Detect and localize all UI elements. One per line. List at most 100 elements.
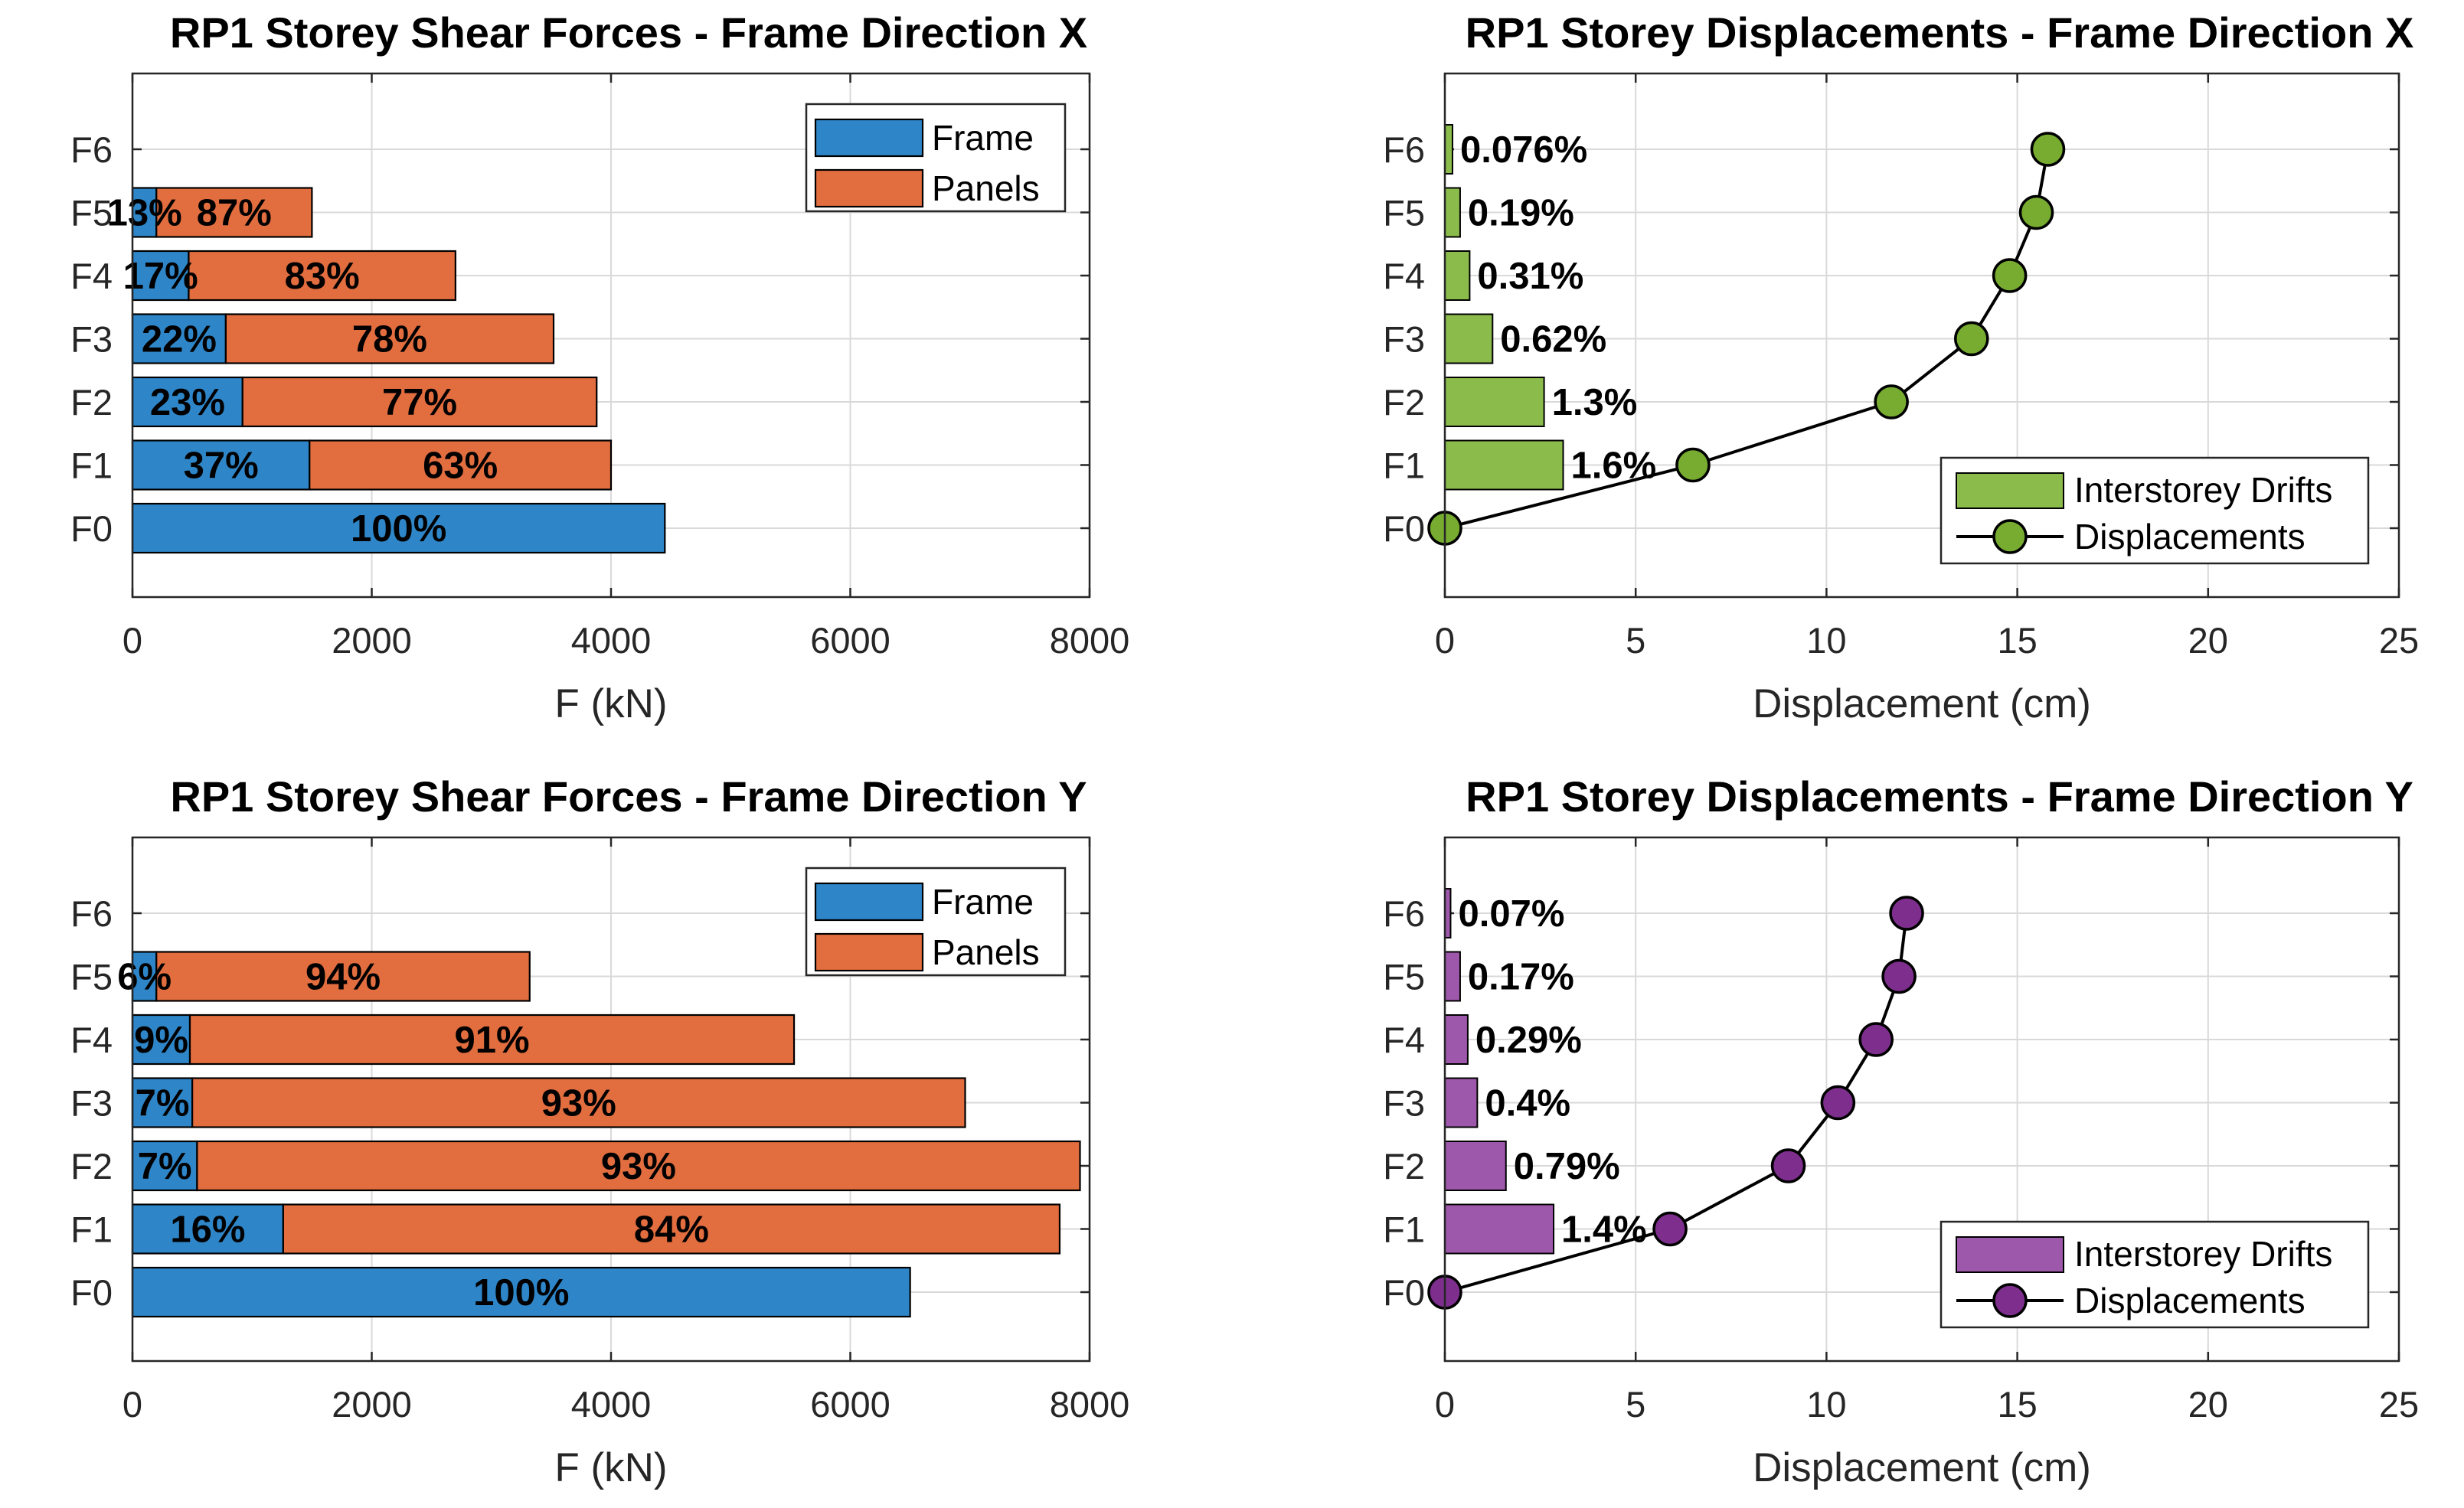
displacement-point [1770,1148,1806,1183]
displacement-y-chart: RP1 Storey Displacements - Frame Directi… [1383,772,2419,1490]
x-tick-label: 25 [2379,1384,2419,1425]
drift-bar [1444,439,1564,491]
drift-bar [1444,1014,1469,1065]
legend-marker [1992,1283,2028,1318]
chart-title: RP1 Storey Displacements - Frame Directi… [1466,772,2413,821]
y-tick-label: F2 [1383,382,1425,423]
y-tick-label: F4 [1383,256,1425,296]
x-tick-label: 0 [123,1384,142,1425]
displacement-x-chart: RP1 Storey Displacements - Frame Directi… [1383,8,2419,726]
y-tick-label: F5 [1383,957,1425,997]
displacement-point [1820,1085,1856,1121]
axes-box [131,72,1091,599]
legend-label: Panels [932,168,1040,208]
bar-data-label: 77% [382,382,457,423]
drift-bar [1444,1141,1507,1191]
x-tick-label: 4000 [571,620,652,661]
y-tick-label: F2 [70,1146,113,1186]
x-tick-label: 2000 [332,1384,412,1425]
x-axis-label: F (kN) [554,681,667,726]
x-axis-label: F (kN) [554,1445,667,1490]
bar-data-label: 63% [423,446,498,487]
x-tick-label: 0 [123,620,142,661]
displacement-point [1889,896,1924,931]
drift-data-label: 0.62% [1500,319,1606,361]
drift-data-label: 0.31% [1477,256,1583,297]
legend-label: Panels [932,932,1040,972]
bar-data-label: 37% [184,446,259,487]
shear-y-chart: RP1 Storey Shear Forces - Frame Directio… [70,772,1129,1490]
displacement-point [1652,1211,1688,1247]
x-tick-label: 5 [1626,1384,1645,1425]
displacement-point [2030,132,2066,167]
shear-x-chart: RP1 Storey Shear Forces - Frame Directio… [70,8,1129,726]
drift-bar [1444,250,1471,301]
legend-label: Interstorey Drifts [2074,1234,2332,1274]
x-tick-label: 0 [1435,620,1455,661]
bar-data-label: 78% [352,319,427,361]
bar-data-label: 6% [117,957,172,998]
x-tick-label: 6000 [810,620,891,661]
drift-bar [1444,1077,1479,1128]
x-tick-label: 6000 [810,1384,891,1425]
bar-data-label: 100% [351,508,446,550]
y-tick-label: F6 [70,129,113,170]
y-tick-label: F3 [70,1083,113,1124]
legend-label: Displacements [2074,1281,2306,1320]
bar-data-label: 100% [473,1272,569,1314]
x-tick-label: 0 [1435,1384,1455,1425]
axes-box [131,836,1091,1363]
displacement-point [1675,447,1711,483]
x-tick-label: 8000 [1050,1384,1130,1425]
x-tick-label: 2000 [332,620,412,661]
panels-bar [188,250,456,302]
chart-title: RP1 Storey Shear Forces - Frame Directio… [170,772,1087,821]
frame-bar [131,250,190,302]
panels-bar [241,376,598,428]
drift-bar [1444,377,1545,427]
y-tick-label: F6 [1383,129,1425,170]
legend-label: Frame [932,118,1034,158]
y-tick-label: F1 [1383,446,1425,486]
y-tick-label: F2 [1383,1146,1425,1186]
x-tick-label: 5 [1626,620,1645,661]
legend-swatch [814,118,924,158]
panels-bar [224,313,555,364]
y-tick-label: F5 [1383,193,1425,233]
legend-swatch [814,882,924,922]
bar-data-label: 84% [634,1209,709,1251]
y-tick-label: F6 [70,893,113,934]
y-tick-label: F1 [1383,1209,1425,1250]
displacement-point [1858,1022,1894,1057]
axes-box [1443,836,2400,1363]
y-tick-label: F3 [70,319,113,360]
panels-bar [155,187,313,238]
y-tick-label: F5 [70,193,113,233]
x-tick-label: 20 [2188,1384,2228,1425]
y-tick-label: F3 [1383,1083,1425,1124]
drift-data-label: 1.3% [1552,382,1638,423]
bar-data-label: 83% [285,256,360,297]
bar-data-label: 94% [306,957,381,998]
displacement-point [1874,384,1909,419]
drift-data-label: 1.6% [1571,446,1657,487]
legend-label: Frame [932,882,1034,922]
drift-data-label: 0.07% [1458,893,1564,935]
y-tick-label: F4 [70,1020,113,1060]
bar-data-label: 87% [197,193,272,234]
x-tick-label: 20 [2188,620,2228,661]
frame-bar [131,1203,284,1255]
y-tick-label: F1 [70,446,113,486]
drift-bar [1444,1203,1555,1255]
legend-swatch [814,932,924,972]
legend-label: Interstorey Drifts [2074,470,2332,510]
bar-data-label: 93% [541,1083,616,1124]
panels-bar [188,1013,796,1066]
axes-box [1443,72,2400,599]
x-tick-label: 8000 [1050,620,1130,661]
x-tick-label: 10 [1806,620,1846,661]
drift-bar [1444,313,1494,364]
x-tick-label: 25 [2379,620,2419,661]
drift-data-label: 0.4% [1485,1083,1570,1124]
